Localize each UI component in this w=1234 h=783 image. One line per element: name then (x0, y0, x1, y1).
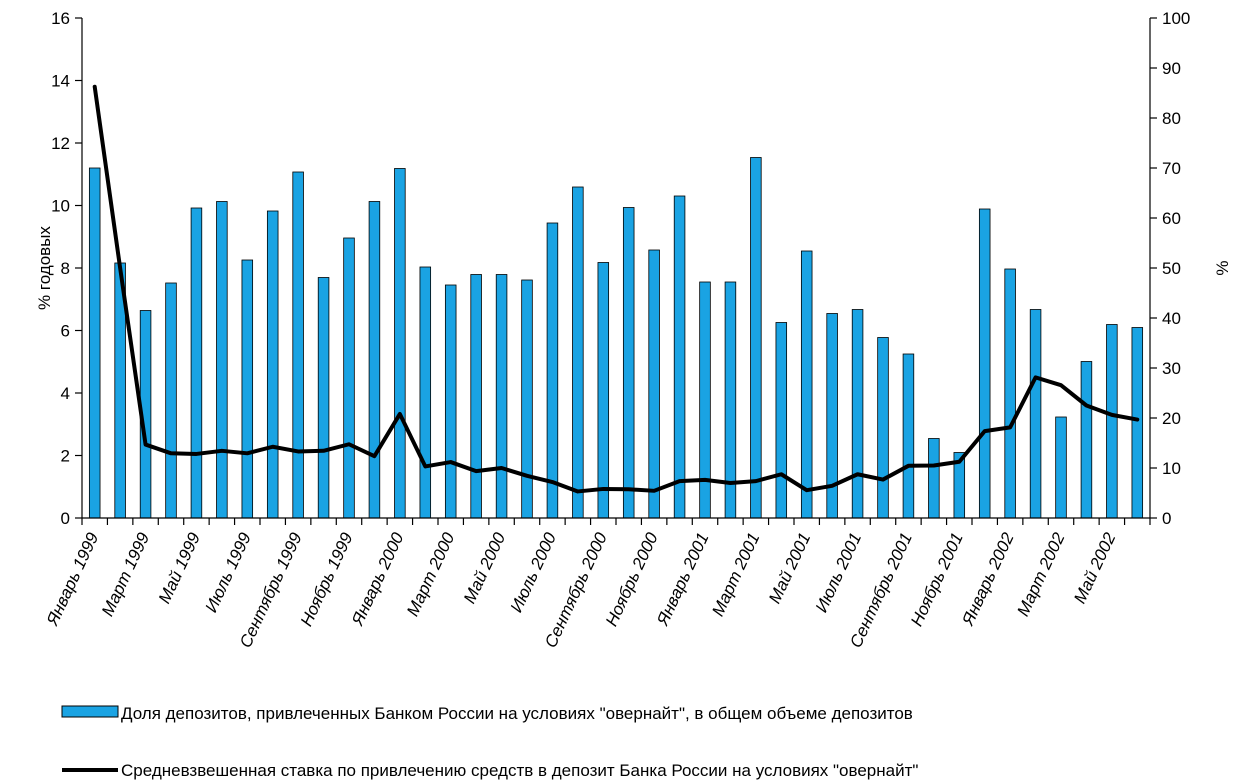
bar (1080, 361, 1093, 519)
bar (470, 274, 482, 519)
right-tick-label: 100 (1162, 9, 1190, 28)
bar (546, 222, 559, 519)
bar (902, 353, 915, 519)
bar (673, 195, 686, 519)
bar (1131, 327, 1144, 519)
x-tick-label: Март 2000 (403, 529, 458, 619)
x-tick-label: Май 2000 (460, 529, 509, 606)
right-tick-label: 30 (1162, 359, 1181, 378)
left-tick-label: 14 (51, 72, 70, 91)
bar (317, 277, 330, 519)
left-tick-label: 16 (51, 9, 70, 28)
bar (622, 207, 635, 519)
bar (877, 337, 889, 519)
left-tick-label: 8 (61, 259, 70, 278)
bar (419, 266, 432, 519)
bar (800, 250, 813, 519)
bar (572, 186, 584, 519)
x-tick-label: Январь 2001 (653, 530, 713, 629)
right-tick-label: 10 (1162, 459, 1181, 478)
right-tick-label: 50 (1162, 259, 1181, 278)
legend: Доля депозитов, привлеченных Банком Росс… (61, 704, 918, 780)
bar (851, 309, 864, 519)
x-tick-label: Март 2001 (708, 530, 763, 620)
bar (216, 201, 228, 519)
bar (648, 249, 660, 519)
left-axis-ticks: 0 2 4 6 8 10 12 14 16 (51, 9, 82, 528)
bar (750, 157, 762, 519)
left-tick-label: 10 (51, 197, 70, 216)
x-tick-label: Ноябрь 2000 (602, 529, 662, 629)
bar (190, 207, 203, 519)
x-tick-label: Январь 2002 (958, 529, 1018, 629)
bar (521, 279, 533, 519)
left-tick-label: 2 (61, 447, 70, 466)
left-axis-label: % годовых (35, 226, 54, 310)
bar (978, 208, 991, 519)
x-tick-label: Январь 2000 (348, 529, 408, 629)
x-tick-label: Январь 1999 (43, 529, 103, 629)
bar (699, 281, 711, 519)
right-tick-label: 60 (1162, 209, 1181, 228)
bar (1055, 416, 1067, 519)
right-tick-label: 90 (1162, 59, 1181, 78)
bar (241, 259, 254, 519)
bar (368, 201, 381, 519)
bar (165, 282, 177, 519)
x-tick-label: Март 2002 (1013, 529, 1068, 619)
x-tick-label: Май 2002 (1070, 529, 1119, 606)
bar (266, 210, 279, 519)
bar (1106, 324, 1118, 519)
right-axis-label: % (1213, 260, 1232, 275)
legend-bar-swatch (61, 705, 119, 718)
left-tick-label: 4 (61, 384, 70, 403)
right-tick-label: 70 (1162, 159, 1181, 178)
bar (1029, 309, 1042, 519)
x-tick-label: Июль 2000 (507, 529, 561, 615)
rate-line (92, 84, 1140, 494)
x-tick-label: Июль 2001 (812, 530, 865, 616)
x-tick-label: Март 1999 (98, 529, 153, 619)
right-tick-label: 40 (1162, 309, 1181, 328)
bar (394, 168, 406, 519)
left-tick-label: 6 (61, 322, 70, 341)
right-tick-label: 0 (1162, 509, 1171, 528)
bar (292, 171, 304, 519)
right-tick-label: 80 (1162, 109, 1181, 128)
left-tick-label: 0 (61, 509, 70, 528)
line-series (92, 84, 1140, 494)
x-tick-label: Ноябрь 1999 (297, 529, 357, 629)
bar (1004, 268, 1016, 519)
bar (444, 284, 457, 519)
right-tick-label: 20 (1162, 409, 1181, 428)
legend-line-label: Средневзвешенная ставка по привлечению с… (121, 761, 918, 780)
bar (495, 274, 508, 519)
bar (775, 322, 788, 519)
x-tick-label: Ноябрь 2001 (907, 530, 967, 630)
left-tick-label: 12 (51, 134, 70, 153)
bar (343, 237, 355, 519)
bar-series (88, 157, 1144, 519)
bar (597, 262, 610, 519)
x-tick-label: Июль 1999 (201, 529, 255, 615)
bar (88, 167, 101, 519)
legend-bar-label: Доля депозитов, привлеченных Банком Росс… (121, 704, 913, 723)
right-axis-ticks: 0 10 20 30 40 50 60 70 80 90 100 (1150, 9, 1190, 528)
bar (928, 438, 940, 519)
x-tick-label: Май 1999 (155, 529, 204, 606)
x-tick-label: Май 2001 (765, 530, 814, 607)
